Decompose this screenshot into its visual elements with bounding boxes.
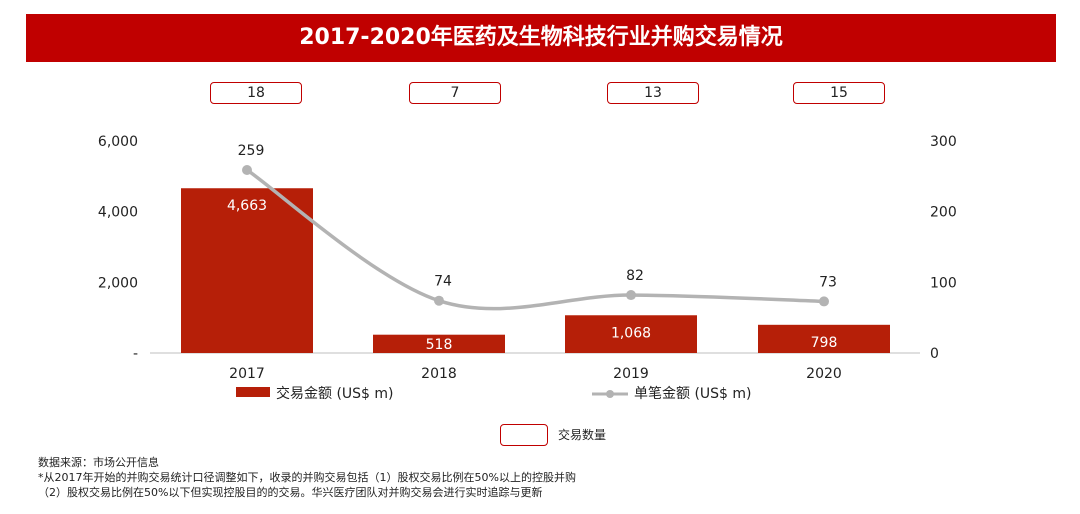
line-value-label: 73 xyxy=(819,274,837,290)
footnotes: 数据来源：市场公开信息 *从2017年开始的并购交易统计口径调整如下，收录的并购… xyxy=(38,455,576,500)
line-series xyxy=(242,164,829,311)
footnote-line-1: *从2017年开始的并购交易统计口径调整如下，收录的并购交易包括（1）股权交易比… xyxy=(38,471,576,484)
line-point xyxy=(626,290,636,301)
legend-bar-label: 交易金额 (US$ m) xyxy=(276,385,394,402)
line-point xyxy=(434,295,444,306)
title-banner: 2017-2020年医药及生物科技行业并购交易情况 xyxy=(26,14,1056,62)
right-axis-tick-label: 100 xyxy=(930,275,957,291)
x-axis-tick-label: 2020 xyxy=(806,366,842,382)
bar-value-label: 798 xyxy=(811,335,838,351)
legend: 交易金额 (US$ m) 单笔金额 (US$ m) xyxy=(236,385,752,402)
source-note: 数据来源：市场公开信息 xyxy=(38,456,159,469)
right-axis-tick-label: 300 xyxy=(930,134,957,150)
bar xyxy=(565,315,697,353)
deal-count-2017: 18 xyxy=(210,82,302,104)
x-axis-tick-label: 2018 xyxy=(421,366,457,382)
deal-count-2020: 15 xyxy=(793,82,885,104)
bar xyxy=(181,188,313,353)
right-axis-tick-label: 0 xyxy=(930,346,939,362)
deal-count-2018: 7 xyxy=(409,82,501,104)
right-axis-tick-label: 200 xyxy=(930,205,957,221)
data-labels: 4,663 518 1,068 798 259 74 82 73 xyxy=(227,143,837,353)
legend-line-label: 单笔金额 (US$ m) xyxy=(634,386,752,402)
left-axis-tick-label: 4,000 xyxy=(98,205,138,221)
x-axis-tick-label: 2019 xyxy=(613,366,649,382)
left-axis-tick-label: 6,000 xyxy=(98,134,138,150)
line-value-label: 82 xyxy=(626,268,644,284)
line-path xyxy=(246,168,825,311)
line-value-label: 259 xyxy=(238,143,265,159)
left-axis-tick-label: 2,000 xyxy=(98,275,138,291)
x-axis-tick-label: 2017 xyxy=(229,366,265,382)
line-value-label: 74 xyxy=(434,274,452,290)
line-point xyxy=(819,296,829,307)
bar xyxy=(758,324,890,353)
bar-value-label: 4,663 xyxy=(227,198,267,214)
legend-count-box-label: 交易数量 xyxy=(558,428,607,442)
bar-value-label: 1,068 xyxy=(611,325,651,341)
bar-series xyxy=(181,188,890,353)
line-point xyxy=(242,164,252,175)
footnote-line-2: （2）股权交易比例在50%以下但实现控股目的的交易。华兴医疗团队对并购交易会进行… xyxy=(38,486,543,499)
legend-count-box-swatch xyxy=(500,424,548,446)
left-axis-tick-label: - xyxy=(133,346,138,362)
legend-bar-swatch xyxy=(236,387,270,397)
deal-count-2019: 13 xyxy=(607,82,699,104)
bar xyxy=(373,334,505,353)
bar-value-label: 518 xyxy=(426,337,453,353)
chart-title: 2017-2020年医药及生物科技行业并购交易情况 xyxy=(299,25,783,50)
legend-line-marker xyxy=(606,390,614,398)
